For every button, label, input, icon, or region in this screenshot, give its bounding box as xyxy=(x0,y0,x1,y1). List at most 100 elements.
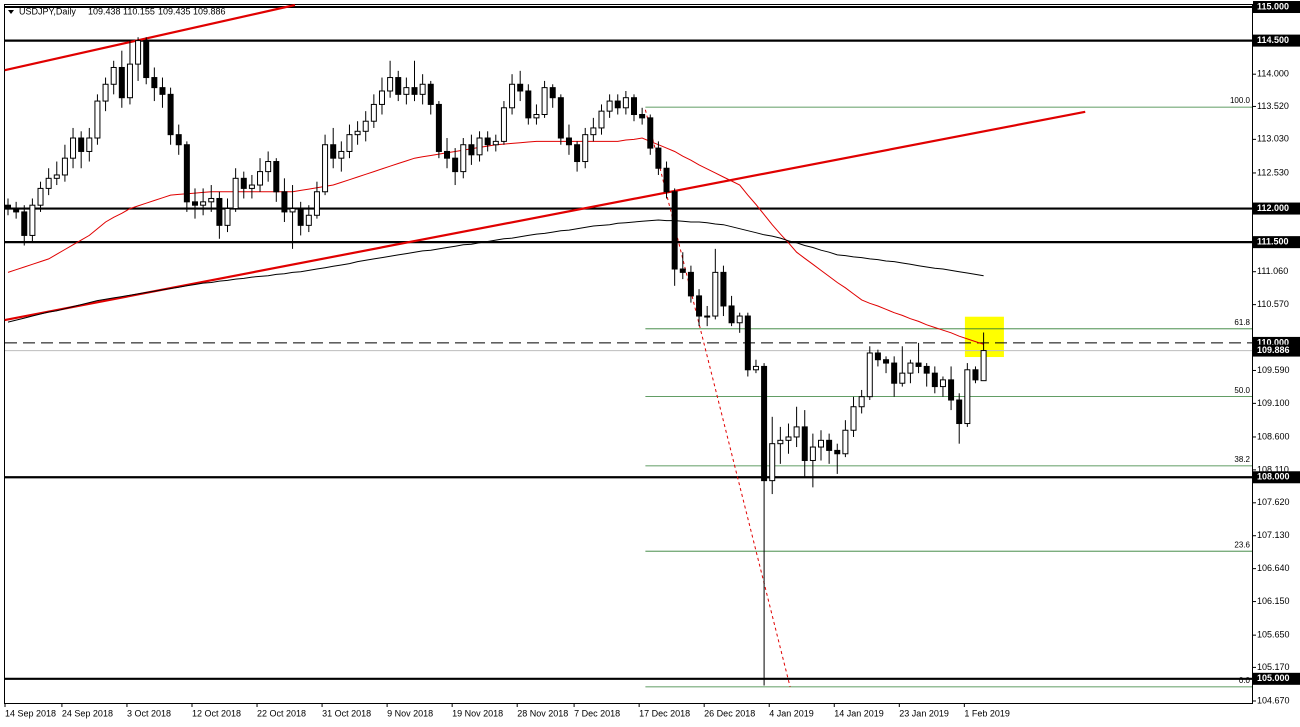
x-tick-label: 7 Dec 2018 xyxy=(574,708,620,718)
candle-body xyxy=(411,87,418,95)
candle-body xyxy=(232,177,239,210)
candle-body xyxy=(598,110,605,129)
candle-body xyxy=(574,144,581,163)
candle-body xyxy=(468,144,475,156)
candle-body xyxy=(712,271,719,317)
price-level-label: 115.000 xyxy=(1257,1,1289,11)
candle-body xyxy=(956,399,963,425)
candle-body xyxy=(248,184,255,189)
candle-body xyxy=(614,100,621,109)
candle-body xyxy=(419,83,426,95)
candle-body xyxy=(5,204,11,210)
moving-average xyxy=(7,219,984,323)
price-level-label: 109.886 xyxy=(1257,345,1290,355)
fib-label: 61.8 xyxy=(1234,318,1250,327)
price-level-label: 110.000 xyxy=(1257,337,1289,347)
candle-body xyxy=(110,66,117,85)
trendline xyxy=(4,110,1086,322)
fib-label: 100.0 xyxy=(1230,96,1251,105)
candle-body xyxy=(769,443,776,482)
candle-body xyxy=(200,201,207,206)
candle-body xyxy=(517,83,524,92)
candle-body xyxy=(671,191,678,270)
candle-body xyxy=(61,157,68,176)
candle-body xyxy=(289,208,296,213)
open: 109.438 xyxy=(88,6,121,16)
x-tick-label: 1 Feb 2019 xyxy=(964,708,1010,718)
candle-body xyxy=(565,137,572,146)
x-tick-label: 22 Oct 2018 xyxy=(257,708,306,718)
x-tick-label: 26 Dec 2018 xyxy=(704,708,755,718)
candle-body xyxy=(240,177,247,189)
y-tick-label: 109.590 xyxy=(1257,365,1290,375)
y-tick-label: 105.170 xyxy=(1257,662,1290,672)
candle-body xyxy=(883,359,890,364)
candle-body xyxy=(330,144,337,159)
candle-body xyxy=(639,114,646,119)
x-tick-label: 17 Dec 2018 xyxy=(639,708,690,718)
y-tick-label: 106.640 xyxy=(1257,563,1290,573)
candle-body xyxy=(874,352,881,361)
candle-body xyxy=(777,439,784,445)
price-level-box xyxy=(1253,202,1300,215)
candle-body xyxy=(183,144,190,203)
candle-body xyxy=(541,87,548,116)
y-tick-label: 113.030 xyxy=(1257,134,1289,144)
candle-body xyxy=(135,40,142,65)
candle-body xyxy=(208,197,215,203)
candle-body xyxy=(354,130,361,136)
candle-body xyxy=(305,214,312,226)
candle-body xyxy=(378,90,385,105)
high: 110.155 xyxy=(123,6,155,16)
candle-body xyxy=(484,137,491,146)
candle-body xyxy=(631,97,638,116)
candle-body xyxy=(151,77,158,89)
candle-body xyxy=(931,372,938,388)
symbol: USDJPY,Daily xyxy=(19,6,76,16)
candle-body xyxy=(281,191,288,213)
candle-body xyxy=(964,369,971,425)
candle-body xyxy=(915,362,922,367)
candle-body xyxy=(826,439,833,451)
candle-body xyxy=(94,100,101,139)
candle-body xyxy=(939,379,946,388)
y-tick-label: 114.000 xyxy=(1257,69,1289,79)
candle-body xyxy=(265,161,272,173)
candle-body xyxy=(216,197,223,226)
candle-body xyxy=(696,295,703,317)
candle-body xyxy=(809,446,816,461)
candle-body xyxy=(980,350,987,382)
candle-body xyxy=(834,449,841,455)
y-tick-label: 110.570 xyxy=(1257,299,1289,309)
price-level-label: 112.000 xyxy=(1257,203,1289,213)
x-tick-label: 28 Nov 2018 xyxy=(517,708,568,718)
candle-body xyxy=(167,93,174,136)
candle-body xyxy=(899,372,906,384)
candle-body xyxy=(118,66,125,99)
y-tick-label: 108.110 xyxy=(1257,464,1289,474)
candle-body xyxy=(850,406,857,431)
candle-body xyxy=(370,103,377,122)
candle-body xyxy=(752,365,759,371)
candle-body xyxy=(159,87,166,95)
candle-body xyxy=(102,83,109,102)
x-tick-label: 12 Oct 2018 xyxy=(192,708,241,718)
candle-body xyxy=(224,208,231,226)
candle-body xyxy=(21,211,28,236)
x-tick-label: 23 Jan 2019 xyxy=(899,708,949,718)
plot-frame xyxy=(4,4,1253,704)
y-tick-label: 106.150 xyxy=(1257,596,1290,606)
candle-body xyxy=(509,83,516,109)
candle-body xyxy=(858,396,865,408)
candle-body xyxy=(175,134,182,146)
fib-label: 0.0 xyxy=(1239,676,1251,685)
candle-body xyxy=(70,137,77,159)
candle-body xyxy=(45,177,52,189)
x-tick-label: 9 Nov 2018 xyxy=(387,708,433,718)
candle-body xyxy=(728,305,735,324)
candle-body xyxy=(647,117,654,149)
y-tick-label: 107.130 xyxy=(1257,530,1290,540)
candle-body xyxy=(622,97,629,109)
